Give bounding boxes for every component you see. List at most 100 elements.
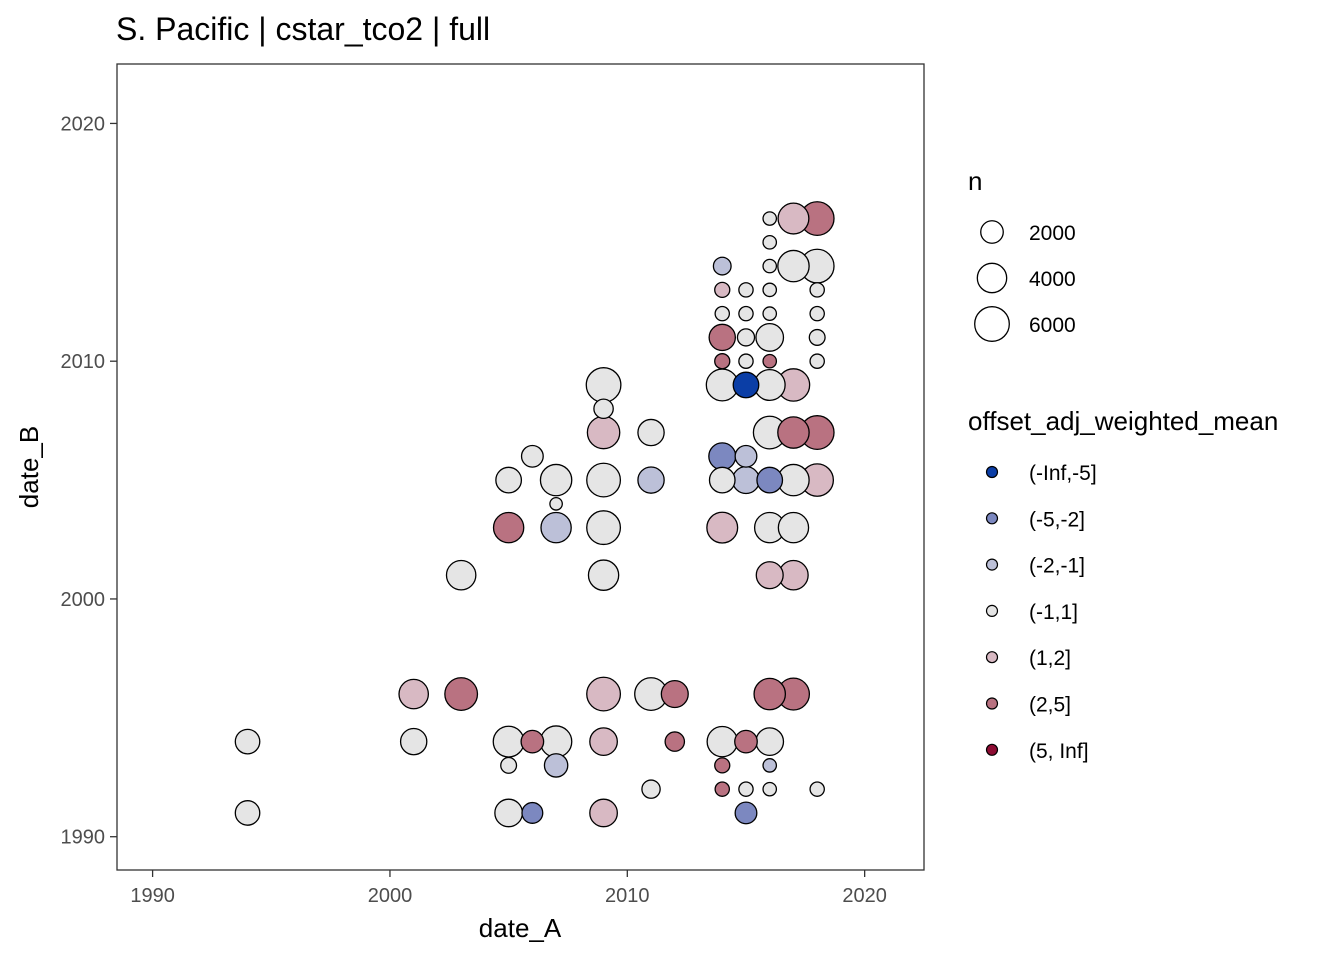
data-point: [398, 678, 430, 710]
color-legend-entries: (-Inf,-5] (-5,-2] (-2,-1] (-1,1] (1,2] (2,5] (…: [985, 462, 1097, 763]
data-point: [755, 323, 785, 352]
data-point: [708, 466, 736, 494]
data-point: [494, 798, 524, 828]
color-legend-key: [985, 512, 999, 525]
data-point: [399, 727, 428, 756]
x-tick-label: 2020: [842, 885, 887, 907]
data-point: [520, 444, 544, 468]
x-tick-label: 2000: [368, 885, 413, 907]
chart-title: S. Pacific | cstar_tco2 | full: [116, 11, 490, 47]
data-point: [734, 801, 758, 825]
data-point: [762, 353, 778, 369]
color-legend-label: (2,5]: [1029, 694, 1071, 717]
data-point: [539, 463, 573, 497]
data-point: [492, 725, 525, 758]
data-point: [755, 561, 784, 590]
data-point: [585, 367, 622, 403]
data-point: [549, 496, 563, 511]
data-point: [714, 757, 731, 774]
data-point: [777, 202, 810, 235]
color-legend-key: [985, 558, 999, 571]
data-point: [543, 753, 569, 778]
data-point: [234, 728, 261, 755]
data-point: [637, 466, 665, 494]
data-point: [664, 731, 686, 752]
color-legend-title: offset_adj_weighted_mean: [968, 406, 1278, 436]
y-tick-label: 2020: [61, 113, 106, 135]
data-point: [756, 466, 784, 494]
data-point: [732, 371, 760, 399]
y-axis-title: date_B: [14, 426, 44, 508]
y-tick-label: 2000: [61, 589, 106, 611]
data-point: [712, 256, 732, 276]
color-legend-key: [985, 604, 999, 618]
data-point: [738, 353, 754, 369]
data-point: [777, 511, 810, 544]
data-point: [714, 281, 731, 299]
data-point: [762, 258, 778, 274]
size-legend-key: [976, 262, 1008, 294]
data-point: [762, 211, 778, 226]
data-point: [762, 306, 778, 321]
data-point: [714, 781, 731, 797]
data-point: [809, 305, 825, 322]
data-point: [738, 781, 754, 797]
data-point: [586, 462, 622, 498]
size-legend-title: n: [968, 166, 982, 196]
x-tick-label: 2010: [605, 885, 650, 907]
data-point: [762, 234, 778, 250]
data-point: [714, 305, 731, 322]
data-point: [520, 729, 545, 754]
color-legend-key: [985, 697, 999, 710]
data-point: [753, 677, 787, 711]
data-point: [734, 444, 758, 468]
data-point: [539, 725, 573, 758]
color-legend-key: [985, 743, 999, 756]
data-point: [444, 677, 479, 712]
size-legend-entries: 2000 4000 6000: [974, 220, 1076, 342]
data-point: [586, 510, 622, 546]
y-tick-label: 1990: [61, 827, 106, 849]
data-point: [762, 758, 778, 773]
data-point: [540, 511, 572, 544]
data-point: [641, 779, 661, 799]
size-legend: n 2000 4000 6000: [968, 166, 1076, 342]
x-axis: 1990 2000 2010 2020: [130, 870, 887, 907]
data-point: [738, 305, 754, 322]
data-point: [708, 323, 737, 352]
data-point: [708, 442, 737, 471]
color-legend-label: (-Inf,-5]: [1029, 462, 1097, 485]
data-point: [777, 416, 810, 449]
data-point: [587, 559, 620, 591]
x-axis-title: date_A: [479, 913, 562, 943]
data-point: [734, 729, 758, 754]
data-point: [736, 328, 756, 347]
color-legend-label: (1,2]: [1029, 647, 1071, 670]
data-point: [234, 800, 261, 826]
data-point: [755, 727, 785, 757]
color-legend-key: [985, 465, 999, 479]
data-point: [521, 801, 544, 824]
data-point: [714, 353, 731, 370]
data-point: [706, 511, 739, 544]
data-point: [589, 727, 618, 757]
data-point: [445, 559, 477, 591]
data-point: [593, 398, 614, 420]
data-point: [706, 725, 739, 758]
y-tick-label: 2010: [61, 351, 106, 373]
size-legend-label: 6000: [1029, 314, 1076, 337]
data-point: [586, 415, 621, 450]
data-point: [731, 465, 761, 495]
data-point: [586, 676, 622, 712]
color-legend-label: (-5,-2]: [1029, 508, 1085, 531]
size-legend-key: [974, 306, 1010, 342]
plot-area: 1990 2000 2010 2020 1990 2000 2010 2020: [61, 63, 925, 907]
data-point: [809, 353, 825, 369]
data-point: [777, 249, 810, 283]
data-point: [808, 328, 826, 346]
points-layer: [234, 201, 835, 828]
data-point: [495, 466, 523, 494]
data-point: [500, 756, 518, 774]
color-legend: offset_adj_weighted_mean (-Inf,-5] (-5,-2…: [968, 406, 1278, 763]
